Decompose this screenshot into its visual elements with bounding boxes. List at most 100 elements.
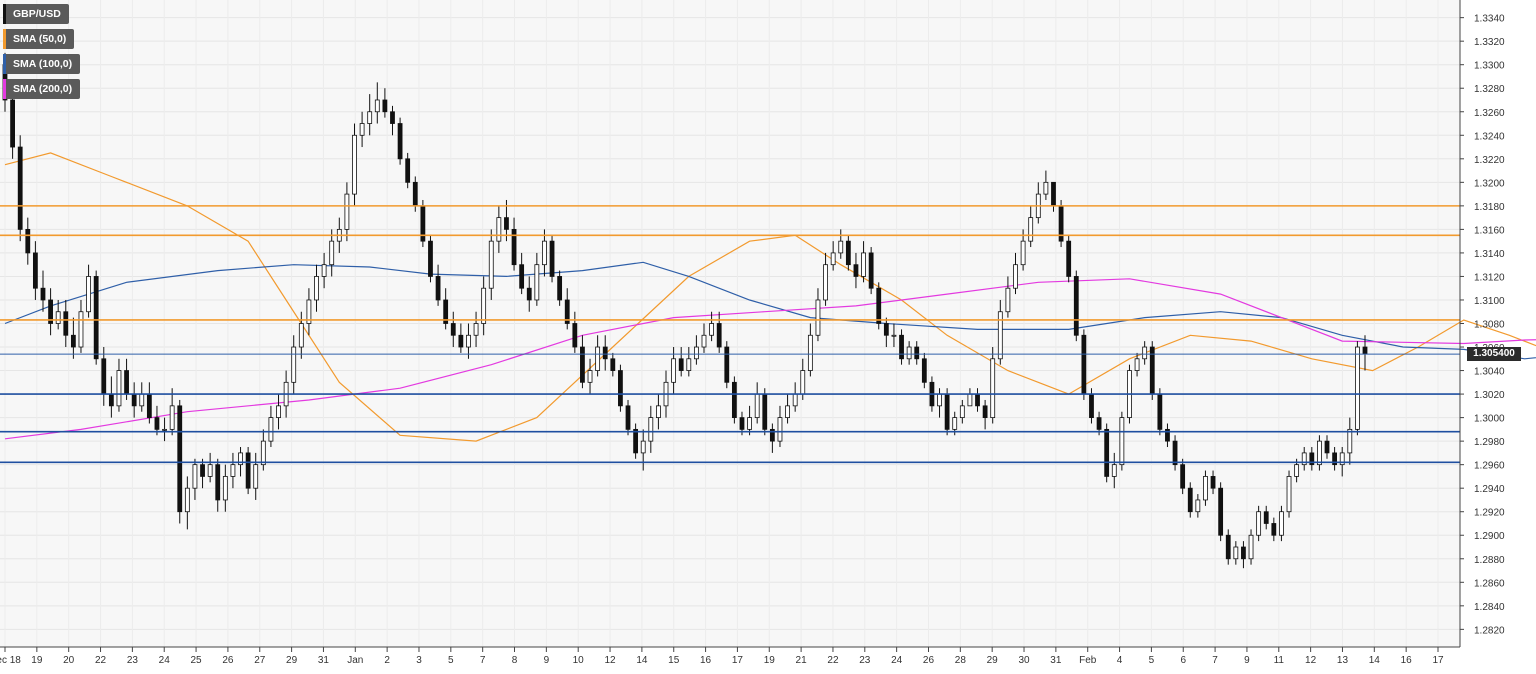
candle-body-bullish	[1301, 452, 1307, 466]
candle-body-bearish	[93, 276, 99, 360]
candle	[640, 429, 646, 471]
candle	[671, 347, 677, 395]
candle-body-bullish	[1020, 240, 1026, 266]
candle-body-bullish	[838, 240, 844, 254]
candle-body-bearish	[1324, 440, 1330, 454]
candle-body-bearish	[200, 464, 205, 477]
candle	[1210, 470, 1216, 495]
legend-item-gbpusd[interactable]: GBP/USD	[3, 4, 69, 24]
candle	[891, 323, 897, 348]
candle	[215, 458, 221, 512]
candle	[838, 229, 844, 259]
candle-body-bearish	[625, 405, 631, 430]
candle	[557, 270, 563, 306]
candle	[990, 347, 996, 424]
candle-body-bearish	[131, 393, 137, 407]
candle-body-bearish	[245, 452, 251, 489]
legend-item-sma-50[interactable]: SMA (50,0)	[3, 29, 75, 49]
x-tick-label: 8	[512, 655, 518, 666]
candle	[1286, 470, 1292, 518]
sma-line	[4, 278, 1536, 440]
candle	[815, 288, 821, 342]
candle-body-bearish	[390, 111, 395, 124]
candle-body-bullish	[207, 464, 213, 477]
x-tick-label: 12	[1305, 655, 1317, 666]
y-tick-label: 1.3040	[1474, 367, 1505, 378]
candle-body-bearish	[443, 299, 449, 324]
candle	[1005, 276, 1011, 318]
candle-body-bearish	[572, 323, 578, 348]
candle	[1119, 411, 1125, 471]
candle-body-bullish	[800, 370, 806, 395]
candle-body-bearish	[101, 358, 107, 395]
candle-body-bearish	[1271, 523, 1277, 536]
candle-body-bullish	[314, 276, 319, 301]
candle	[1134, 352, 1140, 377]
candle-body-bullish	[1294, 464, 1300, 477]
current-price-tag: 1.305400	[1467, 347, 1521, 362]
candle-body-bullish	[268, 417, 274, 442]
candle	[458, 323, 464, 353]
x-tick-label: 7	[1212, 655, 1218, 666]
y-tick-label: 1.2960	[1474, 461, 1505, 472]
candle-body-bearish	[32, 252, 38, 289]
candle-body-bullish	[906, 346, 912, 360]
candle-body-bearish	[564, 299, 570, 324]
candle	[1263, 505, 1269, 530]
candle-body-bullish	[952, 417, 958, 430]
candle	[268, 405, 274, 448]
candle	[1043, 170, 1049, 200]
candle	[321, 252, 327, 289]
candle-body-bearish	[731, 381, 737, 419]
x-tick-label: 24	[891, 655, 903, 666]
candle	[420, 199, 426, 248]
candle-body-bullish	[1142, 346, 1148, 360]
candle	[1028, 205, 1034, 248]
candle-body-bullish	[238, 452, 243, 466]
y-tick-label: 1.3140	[1474, 249, 1505, 260]
candle-body-bearish	[382, 99, 388, 113]
candle	[1332, 447, 1338, 471]
x-tick-label: 21	[796, 655, 808, 666]
candle	[55, 299, 61, 330]
candle-body-bearish	[1218, 487, 1224, 536]
candle-body-bullish	[1119, 417, 1125, 466]
candle	[549, 235, 555, 283]
legend-label: SMA (100,0)	[13, 58, 73, 70]
legend-item-sma-200[interactable]: SMA (200,0)	[3, 79, 81, 99]
candle-body-bearish	[610, 358, 616, 371]
candle-body-bullish	[671, 358, 677, 383]
candle-body-bearish	[1309, 452, 1315, 466]
candle	[716, 311, 722, 353]
legend-item-sma-100[interactable]: SMA (100,0)	[3, 54, 81, 74]
candle-body-bearish	[17, 146, 23, 230]
candle	[686, 347, 692, 377]
candle-body-bearish	[1081, 334, 1087, 395]
candle	[534, 252, 540, 306]
candle	[1149, 341, 1155, 400]
candle	[443, 288, 449, 330]
candle-body-bullish	[78, 311, 84, 348]
candle-body-bullish	[374, 99, 380, 113]
candle	[526, 276, 532, 312]
candle-body-bullish	[785, 405, 790, 419]
candle-body-bearish	[1066, 240, 1072, 277]
y-tick-label: 1.2880	[1474, 555, 1505, 566]
candle-body-bullish	[496, 217, 502, 242]
candle-body-bearish	[154, 417, 160, 430]
candle	[883, 317, 889, 348]
candle-body-bearish	[853, 264, 859, 277]
x-tick-label: 14	[636, 655, 648, 666]
candle-body-bearish	[1073, 276, 1079, 336]
candle	[944, 388, 950, 436]
candle	[200, 458, 205, 489]
candle-body-bearish	[70, 334, 76, 348]
x-tick-label: 29	[286, 655, 298, 666]
candle-body-bullish	[169, 405, 175, 430]
candle	[580, 335, 585, 389]
candle	[982, 399, 988, 430]
candle	[1225, 529, 1231, 565]
candle-body-bullish	[709, 323, 714, 336]
candle	[48, 288, 53, 336]
